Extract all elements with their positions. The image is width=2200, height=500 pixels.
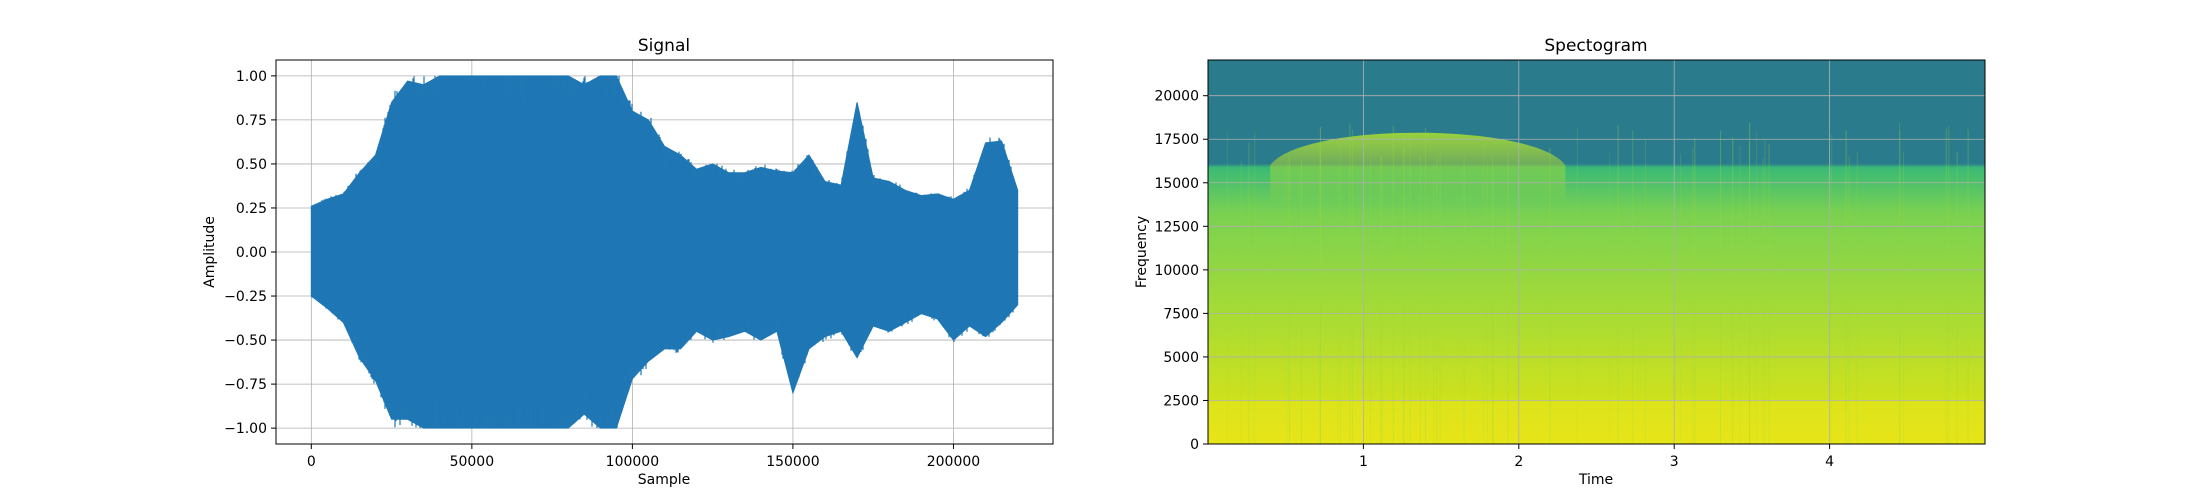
signal-y-label: Amplitude <box>202 216 218 288</box>
signal-y-tick-label: 0.75 <box>236 113 267 129</box>
signal-y-tick-label: 0.25 <box>236 201 267 217</box>
signal-spikes <box>311 75 1018 429</box>
signal-y-tick-label: 0.00 <box>236 245 267 261</box>
spectrogram-x-tick-label: 4 <box>1825 454 1834 470</box>
spectrogram-y-tick-label: 7500 <box>1163 306 1199 322</box>
spectrogram-y-tick-label: 17500 <box>1154 132 1199 148</box>
spectrogram-streaks <box>1226 122 1969 444</box>
signal-y-tick-label: −0.50 <box>224 333 267 349</box>
spectrogram-plot-area <box>1208 60 1985 444</box>
spectrogram-x-label: Time <box>1578 472 1613 488</box>
signal-x-tick-label: 150000 <box>766 454 819 470</box>
spectrogram-low-band <box>1208 400 1985 444</box>
spectrogram-x-tick-label: 3 <box>1670 454 1679 470</box>
signal-title: Signal <box>638 36 690 56</box>
spectrogram-y-tick-label: 0 <box>1190 437 1199 453</box>
signal-y-tick-label: 1.00 <box>236 69 267 85</box>
spectrogram-y-tick-label: 15000 <box>1154 176 1199 192</box>
signal-x-tick-label: 0 <box>307 454 316 470</box>
spectrogram-x-tick-label: 2 <box>1514 454 1523 470</box>
signal-x-tick-label: 50000 <box>450 454 495 470</box>
signal-chart: Signal 0 50000 100000 150000 200000 −1.00 −0.… <box>202 36 1054 488</box>
signal-x-tick-label: 100000 <box>606 454 659 470</box>
signal-y-ticks: −1.00 −0.75 −0.50 −0.25 0.00 0.25 0.50 0.75 1.00 <box>224 69 276 437</box>
spectrogram-y-ticks: 0 2500 5000 7500 10000 12500 15000 17500 20000 <box>1154 89 1208 453</box>
signal-y-tick-label: −1.00 <box>224 421 267 437</box>
spectrogram-y-tick-label: 2500 <box>1163 393 1199 409</box>
spectrogram-grid <box>1208 60 1985 444</box>
spectrogram-y-tick-label: 5000 <box>1163 350 1199 366</box>
signal-x-ticks: 0 50000 100000 150000 200000 <box>307 444 980 470</box>
spectrogram-x-ticks: 1 2 3 4 <box>1359 444 1834 470</box>
spectrogram-chart: Spectogram 1 2 3 4 0 2500 5000 7500 10000 12500 1… <box>1134 36 1986 488</box>
spectrogram-x-tick-label: 1 <box>1359 454 1368 470</box>
spectrogram-axes-frame <box>1207 59 1986 445</box>
spectrogram-high-energy-region <box>1270 132 1566 206</box>
spectrogram-image <box>1208 60 1985 444</box>
spectrogram-title: Spectogram <box>1544 36 1647 56</box>
signal-y-tick-label: 0.50 <box>236 157 267 173</box>
signal-y-tick-label: −0.75 <box>224 377 267 393</box>
signal-x-tick-label: 200000 <box>927 454 980 470</box>
signal-y-tick-label: −0.25 <box>224 289 267 305</box>
spectrogram-y-tick-label: 20000 <box>1154 89 1199 105</box>
spectrogram-y-label: Frequency <box>1134 216 1150 288</box>
signal-plot-area <box>276 60 1053 444</box>
spectrogram-y-tick-label: 10000 <box>1154 263 1199 279</box>
spectrogram-y-tick-label: 12500 <box>1154 219 1199 235</box>
signal-x-label: Sample <box>638 472 691 488</box>
